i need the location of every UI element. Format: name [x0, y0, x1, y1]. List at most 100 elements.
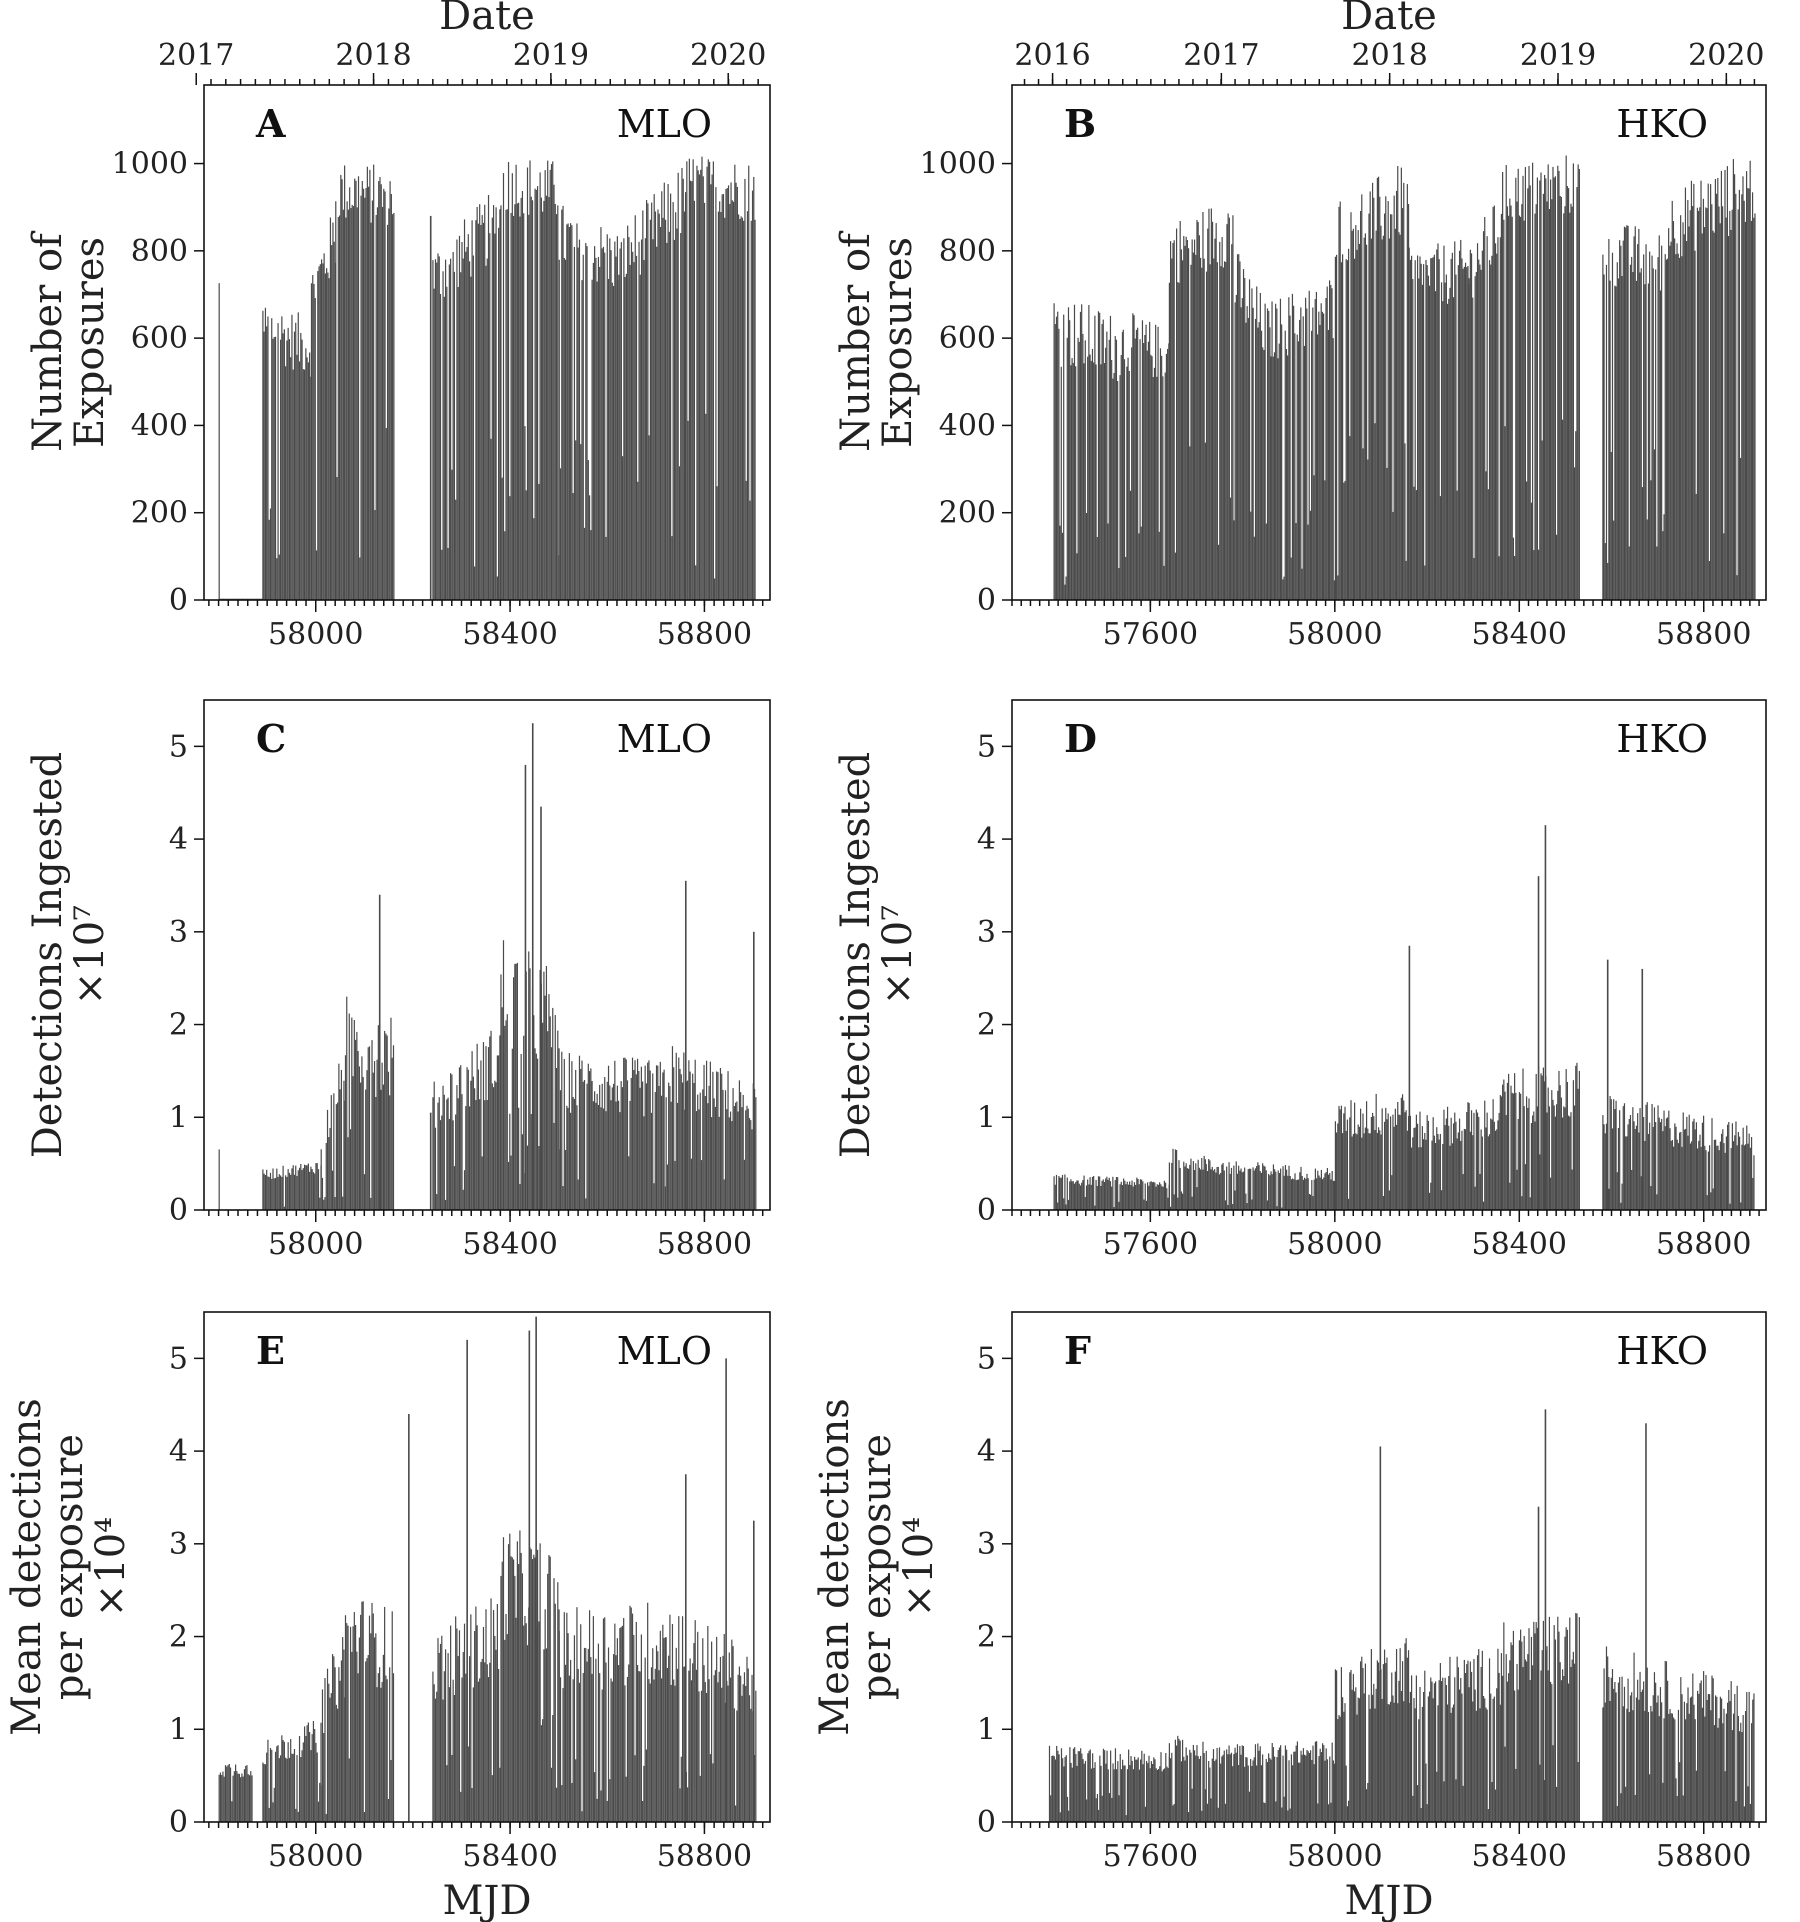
bar	[376, 1059, 378, 1210]
bars-D	[1053, 825, 1755, 1210]
bar	[456, 1085, 458, 1210]
bar	[699, 1092, 701, 1210]
bar	[1414, 1708, 1416, 1822]
x-tick-label: 58800	[657, 1839, 752, 1874]
bar	[1105, 1178, 1107, 1210]
bar	[707, 1103, 709, 1210]
bar	[1120, 355, 1122, 600]
bar	[1521, 1641, 1523, 1822]
bar	[1476, 1655, 1479, 1822]
bar	[521, 1573, 524, 1822]
bar	[1191, 1788, 1193, 1822]
bar	[669, 1614, 671, 1822]
bar	[287, 1169, 289, 1210]
bar	[1059, 525, 1061, 600]
bar	[1686, 1116, 1688, 1210]
bar	[439, 294, 442, 600]
bar	[1482, 1695, 1485, 1822]
bar	[1321, 311, 1324, 600]
bar	[441, 549, 443, 600]
bar	[1499, 237, 1501, 600]
bar	[1063, 314, 1065, 600]
bar	[1413, 486, 1415, 600]
bar	[1553, 1105, 1555, 1210]
bar	[1302, 1179, 1305, 1210]
bar	[268, 1807, 270, 1822]
bar	[1498, 1112, 1500, 1210]
bar	[755, 1690, 757, 1822]
bar	[1722, 1723, 1724, 1822]
bar	[544, 1609, 546, 1822]
bar	[461, 1094, 463, 1210]
bar	[1685, 1719, 1687, 1822]
bar	[539, 172, 541, 600]
bar	[470, 1080, 472, 1210]
x-tick-label: 58000	[268, 1227, 363, 1262]
bar	[355, 1039, 357, 1210]
bar	[453, 271, 456, 600]
bar	[356, 1651, 358, 1822]
bar	[1613, 1099, 1615, 1210]
bar	[1156, 376, 1158, 600]
bar	[389, 1667, 391, 1822]
bar	[1555, 534, 1558, 600]
bar	[288, 1172, 291, 1210]
bar	[1270, 1759, 1272, 1822]
bar	[1711, 1675, 1713, 1822]
y-tick-label: 0	[169, 1193, 188, 1228]
bar	[1520, 216, 1522, 600]
bar	[533, 518, 535, 600]
bar	[602, 1108, 605, 1210]
bar	[1510, 1085, 1512, 1210]
bar	[665, 1097, 667, 1210]
bar	[1567, 1683, 1570, 1822]
bar	[1646, 519, 1648, 600]
bar	[615, 1655, 617, 1822]
bar	[721, 1073, 723, 1210]
bar	[1482, 231, 1485, 600]
bar	[1241, 1172, 1243, 1210]
bars-E	[218, 1316, 757, 1822]
bar	[1107, 1179, 1109, 1210]
bar	[1407, 1116, 1410, 1210]
bar	[1526, 1661, 1528, 1822]
bar	[1478, 1116, 1480, 1210]
bar	[433, 288, 435, 600]
bar	[643, 1765, 645, 1822]
bar	[567, 223, 569, 600]
bar	[1401, 1661, 1404, 1822]
bar	[566, 224, 568, 600]
bar	[1616, 1806, 1618, 1822]
bar	[1066, 1796, 1069, 1822]
bar	[1617, 278, 1620, 600]
bar	[553, 1122, 555, 1210]
bar	[315, 1163, 317, 1210]
bar	[602, 246, 605, 600]
bar	[341, 179, 343, 600]
bar	[1730, 1681, 1732, 1822]
bar	[1145, 1200, 1148, 1210]
bar	[1425, 259, 1427, 600]
bar	[1052, 1755, 1054, 1822]
bar	[1629, 1114, 1632, 1210]
bar	[1250, 1758, 1252, 1822]
axes-frame	[203, 84, 771, 601]
bar	[1195, 1755, 1197, 1822]
bar	[654, 1668, 656, 1822]
bar	[1193, 1170, 1196, 1210]
bar	[732, 201, 735, 600]
bar	[1720, 170, 1723, 600]
bar	[490, 438, 492, 600]
bar	[740, 216, 742, 600]
bar	[520, 1054, 522, 1210]
bar	[373, 164, 375, 600]
bar	[1663, 1110, 1665, 1210]
bar	[373, 1637, 376, 1822]
bar	[1440, 282, 1443, 600]
bar	[1629, 1695, 1632, 1822]
bar	[1114, 1180, 1116, 1210]
bar	[1240, 307, 1242, 600]
bar	[526, 167, 529, 600]
bar	[311, 1734, 313, 1822]
bar	[1183, 1161, 1185, 1210]
